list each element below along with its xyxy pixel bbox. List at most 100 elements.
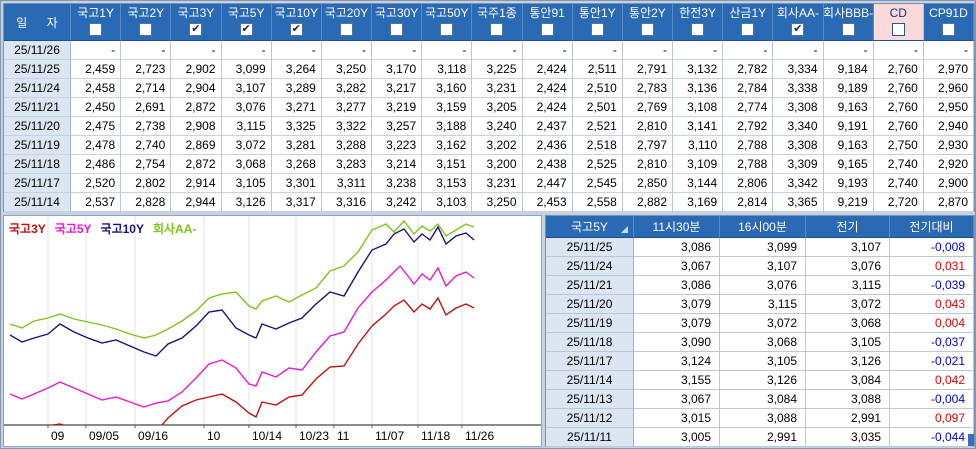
x-tick-label: 11 — [337, 429, 350, 443]
yield-cell: 2,691 — [121, 98, 172, 117]
detail-row-date[interactable]: 25/11/13 — [546, 390, 634, 409]
row-date[interactable]: 25/11/17 — [4, 174, 71, 193]
detail-header-3: 전기대비 — [890, 216, 974, 238]
yield-cell: 2,459 — [71, 60, 122, 79]
detail-row-date[interactable]: 25/11/20 — [546, 295, 634, 314]
yield-cell: 2,788 — [723, 155, 774, 174]
yield-cell: 3,169 — [673, 193, 724, 212]
detail-cell-change: -0,044 — [890, 428, 974, 447]
yield-cell: 2,950 — [923, 98, 974, 117]
row-date[interactable]: 25/11/18 — [4, 155, 71, 174]
yield-cell: 9,189 — [823, 79, 874, 98]
yield-cell: - — [321, 41, 372, 60]
row-date[interactable]: 25/11/25 — [4, 60, 71, 79]
detail-cell-1130: 3,067 — [634, 390, 720, 409]
detail-row-date[interactable]: 25/11/25 — [546, 238, 634, 257]
x-tick-label: 10 — [207, 429, 221, 443]
row-date[interactable]: 25/11/26 — [4, 41, 71, 60]
detail-cell-1130: 3,005 — [634, 428, 720, 447]
yield-cell: 3,153 — [422, 174, 473, 193]
column-checkbox[interactable] — [941, 23, 955, 36]
column-checkbox[interactable] — [540, 23, 554, 36]
detail-row-date[interactable]: 25/11/12 — [546, 409, 634, 428]
row-date[interactable]: 25/11/21 — [4, 98, 71, 117]
yield-cell: 3,311 — [321, 174, 372, 193]
column-checkbox-checked[interactable]: ✔ — [189, 23, 203, 36]
yield-cell: 2,908 — [171, 117, 222, 136]
yield-cell: 3,257 — [372, 117, 423, 136]
yield-cell: 2,760 — [873, 98, 924, 117]
x-tick-label: 11/26 — [465, 429, 494, 443]
yield-cell: 3,271 — [271, 98, 322, 117]
yield-cell: 2,882 — [622, 193, 673, 212]
detail-row-date[interactable]: 25/11/14 — [546, 371, 634, 390]
column-header-label: 한전3Y — [679, 6, 716, 20]
detail-cell-change: 0,004 — [890, 314, 974, 333]
detail-row-date[interactable]: 25/11/17 — [546, 352, 634, 371]
yield-cell: 2,788 — [723, 136, 774, 155]
yield-cell: - — [71, 41, 122, 60]
legend-item: 회사AA- — [152, 222, 197, 236]
column-header-label: 국고5Y — [227, 6, 265, 20]
yield-cell: 9,219 — [823, 193, 874, 212]
column-header-12: 한전3Y — [673, 4, 724, 41]
column-checkbox[interactable] — [490, 23, 504, 36]
yield-cell: 2,558 — [572, 193, 623, 212]
yield-cell: - — [472, 41, 523, 60]
yield-cell: - — [572, 41, 623, 60]
column-header-1: 국고2Y — [121, 4, 172, 41]
row-date[interactable]: 25/11/14 — [4, 193, 71, 212]
detail-row-date[interactable]: 25/11/11 — [546, 428, 634, 447]
yield-cell: 3,118 — [422, 60, 473, 79]
column-checkbox[interactable] — [89, 23, 103, 36]
column-checkbox[interactable] — [640, 23, 654, 36]
column-header-9: 통안91 — [522, 4, 573, 41]
yield-cell: 3,132 — [673, 60, 724, 79]
yield-cell: 3,115 — [221, 117, 272, 136]
detail-sort-header[interactable]: 국고5Y — [546, 216, 634, 238]
detail-cell-change: 0,042 — [890, 371, 974, 390]
yield-cell: 2,475 — [71, 117, 122, 136]
column-checkbox[interactable] — [741, 23, 755, 36]
yield-cell: 3,308 — [773, 98, 824, 117]
detail-cell-1600: 3,126 — [720, 371, 806, 390]
yield-cell: 2,520 — [71, 174, 122, 193]
column-checkbox-checked[interactable]: ✔ — [239, 23, 253, 36]
column-checkbox-checked[interactable]: ✔ — [289, 23, 303, 36]
detail-cell-1600: 3,084 — [720, 390, 806, 409]
column-checkbox[interactable] — [590, 23, 604, 36]
column-checkbox-checked[interactable]: ✔ — [791, 23, 805, 36]
yield-cell: 2,754 — [121, 155, 172, 174]
yield-cell: 3,141 — [673, 117, 724, 136]
column-header-label: 국주1종 — [477, 6, 517, 20]
column-checkbox[interactable] — [339, 23, 353, 36]
scroll-thumb[interactable] — [968, 434, 974, 446]
column-checkbox[interactable] — [841, 23, 855, 36]
column-header-label: 통안1Y — [578, 6, 616, 20]
column-checkbox[interactable] — [390, 23, 404, 36]
yield-cell: 3,231 — [472, 79, 523, 98]
detail-row-date[interactable]: 25/11/21 — [546, 276, 634, 295]
detail-cell-change: 0,043 — [890, 295, 974, 314]
column-checkbox[interactable] — [139, 23, 153, 36]
x-tick-label: 10/14 — [252, 429, 282, 443]
detail-row-date[interactable]: 25/11/24 — [546, 257, 634, 276]
detail-row-date[interactable]: 25/11/18 — [546, 333, 634, 352]
column-checkbox[interactable] — [440, 23, 454, 36]
row-date[interactable]: 25/11/20 — [4, 117, 71, 136]
yield-cell: 3,223 — [372, 136, 423, 155]
yield-cell: 2,783 — [622, 79, 673, 98]
row-date[interactable]: 25/11/24 — [4, 79, 71, 98]
detail-cell-prev: 2,991 — [806, 409, 890, 428]
yield-cell: 2,900 — [923, 174, 974, 193]
yield-cell: 2,814 — [723, 193, 774, 212]
row-date[interactable]: 25/11/19 — [4, 136, 71, 155]
yield-cell: 2,760 — [873, 117, 924, 136]
column-checkbox[interactable] — [691, 23, 705, 36]
yield-cell: 2,810 — [622, 155, 673, 174]
yield-cell: - — [622, 41, 673, 60]
column-checkbox[interactable] — [891, 23, 905, 36]
detail-row-date[interactable]: 25/11/19 — [546, 314, 634, 333]
yield-cell: 3,309 — [773, 155, 824, 174]
yield-cell: 2,486 — [71, 155, 122, 174]
